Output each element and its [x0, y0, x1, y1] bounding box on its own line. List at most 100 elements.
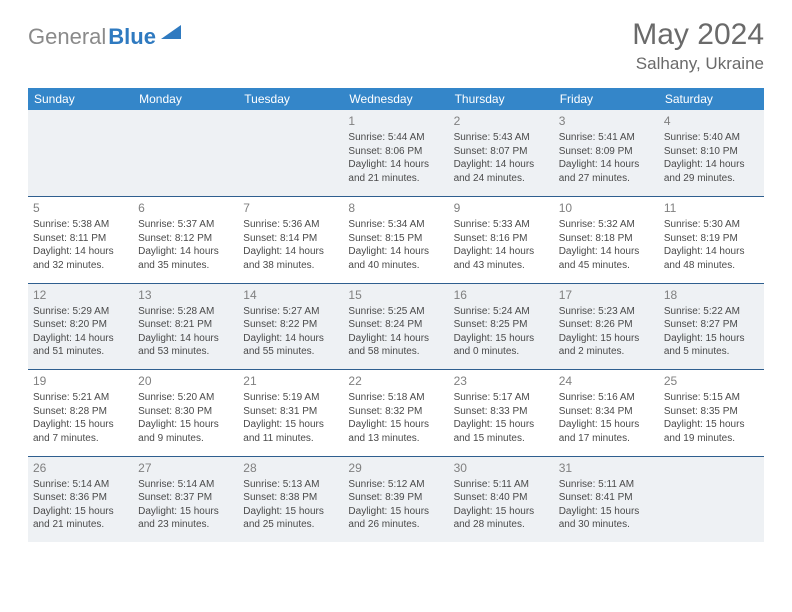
day-number: 20: [138, 373, 233, 389]
day-number: 27: [138, 460, 233, 476]
calendar-day: 19Sunrise: 5:21 AMSunset: 8:28 PMDayligh…: [28, 370, 133, 456]
day-number: 31: [559, 460, 654, 476]
sunset-line: Sunset: 8:16 PM: [454, 232, 549, 246]
sunset-line: Sunset: 8:14 PM: [243, 232, 338, 246]
header: GeneralBlue May 2024 Salhany, Ukraine: [28, 18, 764, 74]
sunrise-line: Sunrise: 5:13 AM: [243, 478, 338, 492]
sunrise-line: Sunrise: 5:22 AM: [664, 305, 759, 319]
calendar-day: 23Sunrise: 5:17 AMSunset: 8:33 PMDayligh…: [449, 370, 554, 456]
location: Salhany, Ukraine: [632, 54, 764, 74]
calendar-week: 19Sunrise: 5:21 AMSunset: 8:28 PMDayligh…: [28, 370, 764, 456]
daylight-line: Daylight: 15 hours and 17 minutes.: [559, 418, 654, 445]
daylight-line: Daylight: 14 hours and 35 minutes.: [138, 245, 233, 272]
sunrise-line: Sunrise: 5:44 AM: [348, 131, 443, 145]
calendar-day: 3Sunrise: 5:41 AMSunset: 8:09 PMDaylight…: [554, 110, 659, 196]
sunrise-line: Sunrise: 5:36 AM: [243, 218, 338, 232]
day-number: 22: [348, 373, 443, 389]
calendar-body: 1Sunrise: 5:44 AMSunset: 8:06 PMDaylight…: [28, 110, 764, 542]
sunset-line: Sunset: 8:07 PM: [454, 145, 549, 159]
calendar-day: 27 Sunrise: 5:14 AMSunset: 8:37 PMDayligh…: [133, 456, 238, 542]
calendar-grid: SundayMondayTuesdayWednesdayThursdayFrid…: [28, 88, 764, 542]
daylight-line: Daylight: 14 hours and 53 minutes.: [138, 332, 233, 359]
calendar-day: 28Sunrise: 5:13 AMSunset: 8:38 PMDayligh…: [238, 456, 343, 542]
calendar-head: SundayMondayTuesdayWednesdayThursdayFrid…: [28, 88, 764, 110]
day-number: 21: [243, 373, 338, 389]
calendar-empty: [28, 110, 133, 196]
calendar-day: 29Sunrise: 5:12 AMSunset: 8:39 PMDayligh…: [343, 456, 448, 542]
daylight-line: Daylight: 15 hours and 2 minutes.: [559, 332, 654, 359]
sunset-line: Sunset: 8:25 PM: [454, 318, 549, 332]
sunset-line: Sunset: 8:37 PM: [138, 491, 233, 505]
sunset-line: Sunset: 8:30 PM: [138, 405, 233, 419]
day-number: 7: [243, 200, 338, 216]
weekday-header: Thursday: [449, 88, 554, 110]
day-number: 24: [559, 373, 654, 389]
calendar-day: 17Sunrise: 5:23 AMSunset: 8:26 PMDayligh…: [554, 283, 659, 369]
calendar-page: GeneralBlue May 2024 Salhany, Ukraine Su…: [0, 0, 792, 562]
daylight-line: Daylight: 14 hours and 48 minutes.: [664, 245, 759, 272]
sunrise-line: Sunrise: 5:33 AM: [454, 218, 549, 232]
calendar-day: 2Sunrise: 5:43 AMSunset: 8:07 PMDaylight…: [449, 110, 554, 196]
day-number: 9: [454, 200, 549, 216]
calendar-day: 18Sunrise: 5:22 AMSunset: 8:27 PMDayligh…: [659, 283, 764, 369]
sunrise-line: Sunrise: 5:21 AM: [33, 391, 128, 405]
daylight-line: Daylight: 14 hours and 58 minutes.: [348, 332, 443, 359]
calendar-day: 15Sunrise: 5:25 AMSunset: 8:24 PMDayligh…: [343, 283, 448, 369]
sunset-line: Sunset: 8:18 PM: [559, 232, 654, 246]
sunset-line: Sunset: 8:32 PM: [348, 405, 443, 419]
calendar-day: 20Sunrise: 5:20 AMSunset: 8:30 PMDayligh…: [133, 370, 238, 456]
daylight-line: Daylight: 14 hours and 21 minutes.: [348, 158, 443, 185]
logo: GeneralBlue: [28, 18, 181, 50]
weekday-header: Friday: [554, 88, 659, 110]
sunrise-line: Sunrise: 5:32 AM: [559, 218, 654, 232]
calendar-day: 7Sunrise: 5:36 AMSunset: 8:14 PMDaylight…: [238, 197, 343, 283]
sunset-line: Sunset: 8:06 PM: [348, 145, 443, 159]
weekday-header: Sunday: [28, 88, 133, 110]
calendar-day: 8Sunrise: 5:34 AMSunset: 8:15 PMDaylight…: [343, 197, 448, 283]
sunset-line: Sunset: 8:19 PM: [664, 232, 759, 246]
daylight-line: Daylight: 15 hours and 30 minutes.: [559, 505, 654, 532]
day-number: 23: [454, 373, 549, 389]
calendar-day: 12Sunrise: 5:29 AMSunset: 8:20 PMDayligh…: [28, 283, 133, 369]
sunset-line: Sunset: 8:12 PM: [138, 232, 233, 246]
day-number: 16: [454, 287, 549, 303]
day-number: 18: [664, 287, 759, 303]
daylight-line: Daylight: 14 hours and 43 minutes.: [454, 245, 549, 272]
sunset-line: Sunset: 8:33 PM: [454, 405, 549, 419]
sunrise-line: Sunrise: 5:14 AM: [138, 478, 233, 492]
calendar-day: 9 Sunrise: 5:33 AMSunset: 8:16 PMDaylight…: [449, 197, 554, 283]
sunset-line: Sunset: 8:10 PM: [664, 145, 759, 159]
day-number: 11: [664, 200, 759, 216]
sunset-line: Sunset: 8:26 PM: [559, 318, 654, 332]
sunset-line: Sunset: 8:39 PM: [348, 491, 443, 505]
day-number: 29: [348, 460, 443, 476]
sunrise-line: Sunrise: 5:17 AM: [454, 391, 549, 405]
day-number: 19: [33, 373, 128, 389]
daylight-line: Daylight: 14 hours and 40 minutes.: [348, 245, 443, 272]
weekday-header: Saturday: [659, 88, 764, 110]
sunrise-line: Sunrise: 5:25 AM: [348, 305, 443, 319]
day-number: 5: [33, 200, 128, 216]
logo-triangle-icon: [161, 25, 181, 44]
sunrise-line: Sunrise: 5:40 AM: [664, 131, 759, 145]
day-number: 3: [559, 113, 654, 129]
daylight-line: Daylight: 15 hours and 21 minutes.: [33, 505, 128, 532]
sunrise-line: Sunrise: 5:16 AM: [559, 391, 654, 405]
sunrise-line: Sunrise: 5:11 AM: [559, 478, 654, 492]
calendar-day: 13Sunrise: 5:28 AMSunset: 8:21 PMDayligh…: [133, 283, 238, 369]
calendar-day: 21Sunrise: 5:19 AMSunset: 8:31 PMDayligh…: [238, 370, 343, 456]
sunset-line: Sunset: 8:11 PM: [33, 232, 128, 246]
sunset-line: Sunset: 8:15 PM: [348, 232, 443, 246]
sunrise-line: Sunrise: 5:38 AM: [33, 218, 128, 232]
sunrise-line: Sunrise: 5:37 AM: [138, 218, 233, 232]
daylight-line: Daylight: 15 hours and 23 minutes.: [138, 505, 233, 532]
sunrise-line: Sunrise: 5:11 AM: [454, 478, 549, 492]
calendar-day: 30Sunrise: 5:11 AMSunset: 8:40 PMDayligh…: [449, 456, 554, 542]
daylight-line: Daylight: 15 hours and 7 minutes.: [33, 418, 128, 445]
daylight-line: Daylight: 15 hours and 28 minutes.: [454, 505, 549, 532]
calendar-week: 12Sunrise: 5:29 AMSunset: 8:20 PMDayligh…: [28, 283, 764, 369]
calendar-day: 26Sunrise: 5:14 AMSunset: 8:36 PMDayligh…: [28, 456, 133, 542]
sunset-line: Sunset: 8:24 PM: [348, 318, 443, 332]
sunset-line: Sunset: 8:34 PM: [559, 405, 654, 419]
sunset-line: Sunset: 8:20 PM: [33, 318, 128, 332]
